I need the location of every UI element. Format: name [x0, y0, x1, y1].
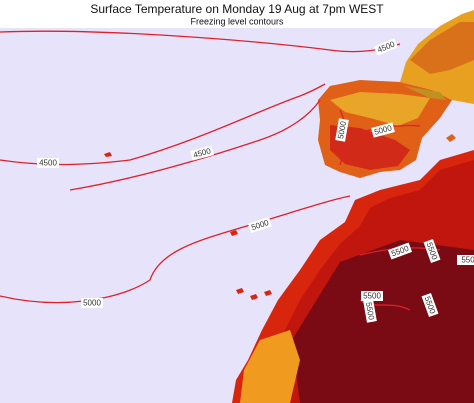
contour-line: [0, 195, 351, 304]
contour-line: [69, 99, 321, 191]
contour-label: 5000: [81, 298, 103, 308]
pyrenees: [404, 86, 446, 100]
island: [250, 294, 258, 300]
sahara-west: [240, 330, 300, 403]
island: [236, 288, 244, 294]
contour-label: 5500: [363, 299, 377, 323]
contour-label-box: [457, 255, 474, 265]
contour-label-box: [81, 298, 103, 308]
island: [446, 134, 456, 142]
contour-label-box: [37, 158, 59, 168]
contour-label-text: 5000: [336, 120, 348, 140]
contour-label: 5000: [335, 118, 349, 142]
contour-label-box: [190, 145, 214, 161]
contour-label-text: 550: [461, 256, 474, 265]
iberia-plateau: [330, 92, 430, 126]
iberia-south: [330, 125, 410, 170]
contour-label-box: [423, 238, 441, 264]
contour-label: 4500: [37, 158, 59, 168]
island: [264, 290, 272, 296]
contour-label: 550: [457, 255, 474, 265]
contour-label-text: 5500: [363, 292, 381, 301]
contour-label-box: [361, 291, 383, 301]
contour-label-box: [421, 292, 439, 318]
title: Surface Temperature on Monday 19 Aug at …: [90, 2, 384, 16]
france-relief: [410, 22, 474, 74]
island: [230, 230, 238, 236]
contour-label-box: [373, 38, 399, 56]
contour-label-box: [363, 299, 377, 323]
island: [104, 152, 112, 157]
contour-label-text: 5000: [83, 299, 101, 308]
contour-label-box: [335, 118, 349, 142]
contour-label-box: [387, 242, 413, 260]
contour-line: [0, 30, 401, 53]
subtitle: Freezing level contours: [190, 16, 284, 26]
contour-label-box: [371, 122, 395, 138]
contour-label-text: 5500: [364, 301, 376, 321]
africa-highlands: [292, 240, 474, 403]
contour-label: 5500: [361, 291, 383, 301]
contour-label-text: 4500: [39, 159, 57, 168]
contour-label: 5000: [371, 122, 395, 138]
contour-label: 4500: [190, 145, 214, 161]
contour-label-box: [247, 216, 273, 234]
